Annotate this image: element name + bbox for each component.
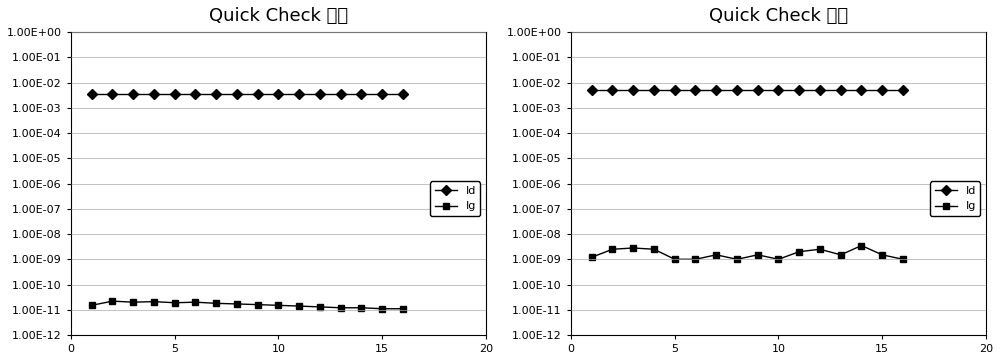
Ig: [648, 247, 660, 251]
Id: [627, 88, 639, 92]
Ig: [731, 257, 743, 261]
Id: [231, 92, 243, 96]
Ig: [586, 255, 598, 260]
Id: [189, 92, 201, 96]
Ig: [231, 302, 243, 306]
Ig: [189, 300, 201, 304]
Line: Ig: Ig: [588, 242, 906, 263]
Ig: [814, 247, 826, 251]
Id: [252, 92, 264, 96]
Ig: [376, 306, 388, 311]
Id: [876, 88, 888, 92]
Id: [710, 88, 722, 92]
Id: [752, 88, 764, 92]
Ig: [86, 303, 98, 308]
Id: [127, 92, 139, 96]
Line: Id: Id: [588, 87, 906, 93]
Ig: [106, 299, 118, 303]
Id: [814, 88, 826, 92]
Id: [897, 88, 909, 92]
Ig: [293, 304, 305, 308]
Id: [397, 92, 409, 96]
Id: [772, 88, 784, 92]
Id: [106, 92, 118, 96]
Ig: [689, 257, 701, 261]
Ig: [127, 300, 139, 304]
Id: [606, 88, 618, 92]
Ig: [710, 253, 722, 257]
Id: [293, 92, 305, 96]
Id: [669, 88, 681, 92]
Id: [793, 88, 805, 92]
Ig: [169, 301, 181, 305]
Line: Ig: Ig: [88, 298, 406, 312]
Id: [148, 92, 160, 96]
Ig: [314, 305, 326, 309]
Ig: [752, 253, 764, 257]
Id: [355, 92, 367, 96]
Ig: [772, 257, 784, 261]
Title: Quick Check 正常: Quick Check 正常: [209, 7, 348, 25]
Ig: [669, 257, 681, 261]
Id: [314, 92, 326, 96]
Title: Quick Check 共振: Quick Check 共振: [709, 7, 848, 25]
Ig: [876, 253, 888, 257]
Id: [835, 88, 847, 92]
Legend: Id, Ig: Id, Ig: [930, 182, 980, 216]
Ig: [606, 247, 618, 251]
Ig: [897, 257, 909, 261]
Ig: [210, 301, 222, 305]
Ig: [148, 300, 160, 304]
Ig: [397, 306, 409, 311]
Id: [648, 88, 660, 92]
Ig: [272, 303, 284, 308]
Id: [169, 92, 181, 96]
Line: Id: Id: [88, 91, 406, 97]
Legend: Id, Ig: Id, Ig: [430, 182, 480, 216]
Id: [376, 92, 388, 96]
Id: [586, 88, 598, 92]
Id: [855, 88, 867, 92]
Ig: [355, 306, 367, 310]
Ig: [627, 246, 639, 250]
Ig: [835, 253, 847, 257]
Id: [86, 92, 98, 96]
Ig: [252, 303, 264, 307]
Id: [335, 92, 347, 96]
Id: [731, 88, 743, 92]
Ig: [793, 249, 805, 254]
Ig: [335, 306, 347, 310]
Id: [210, 92, 222, 96]
Id: [689, 88, 701, 92]
Id: [272, 92, 284, 96]
Ig: [855, 243, 867, 248]
